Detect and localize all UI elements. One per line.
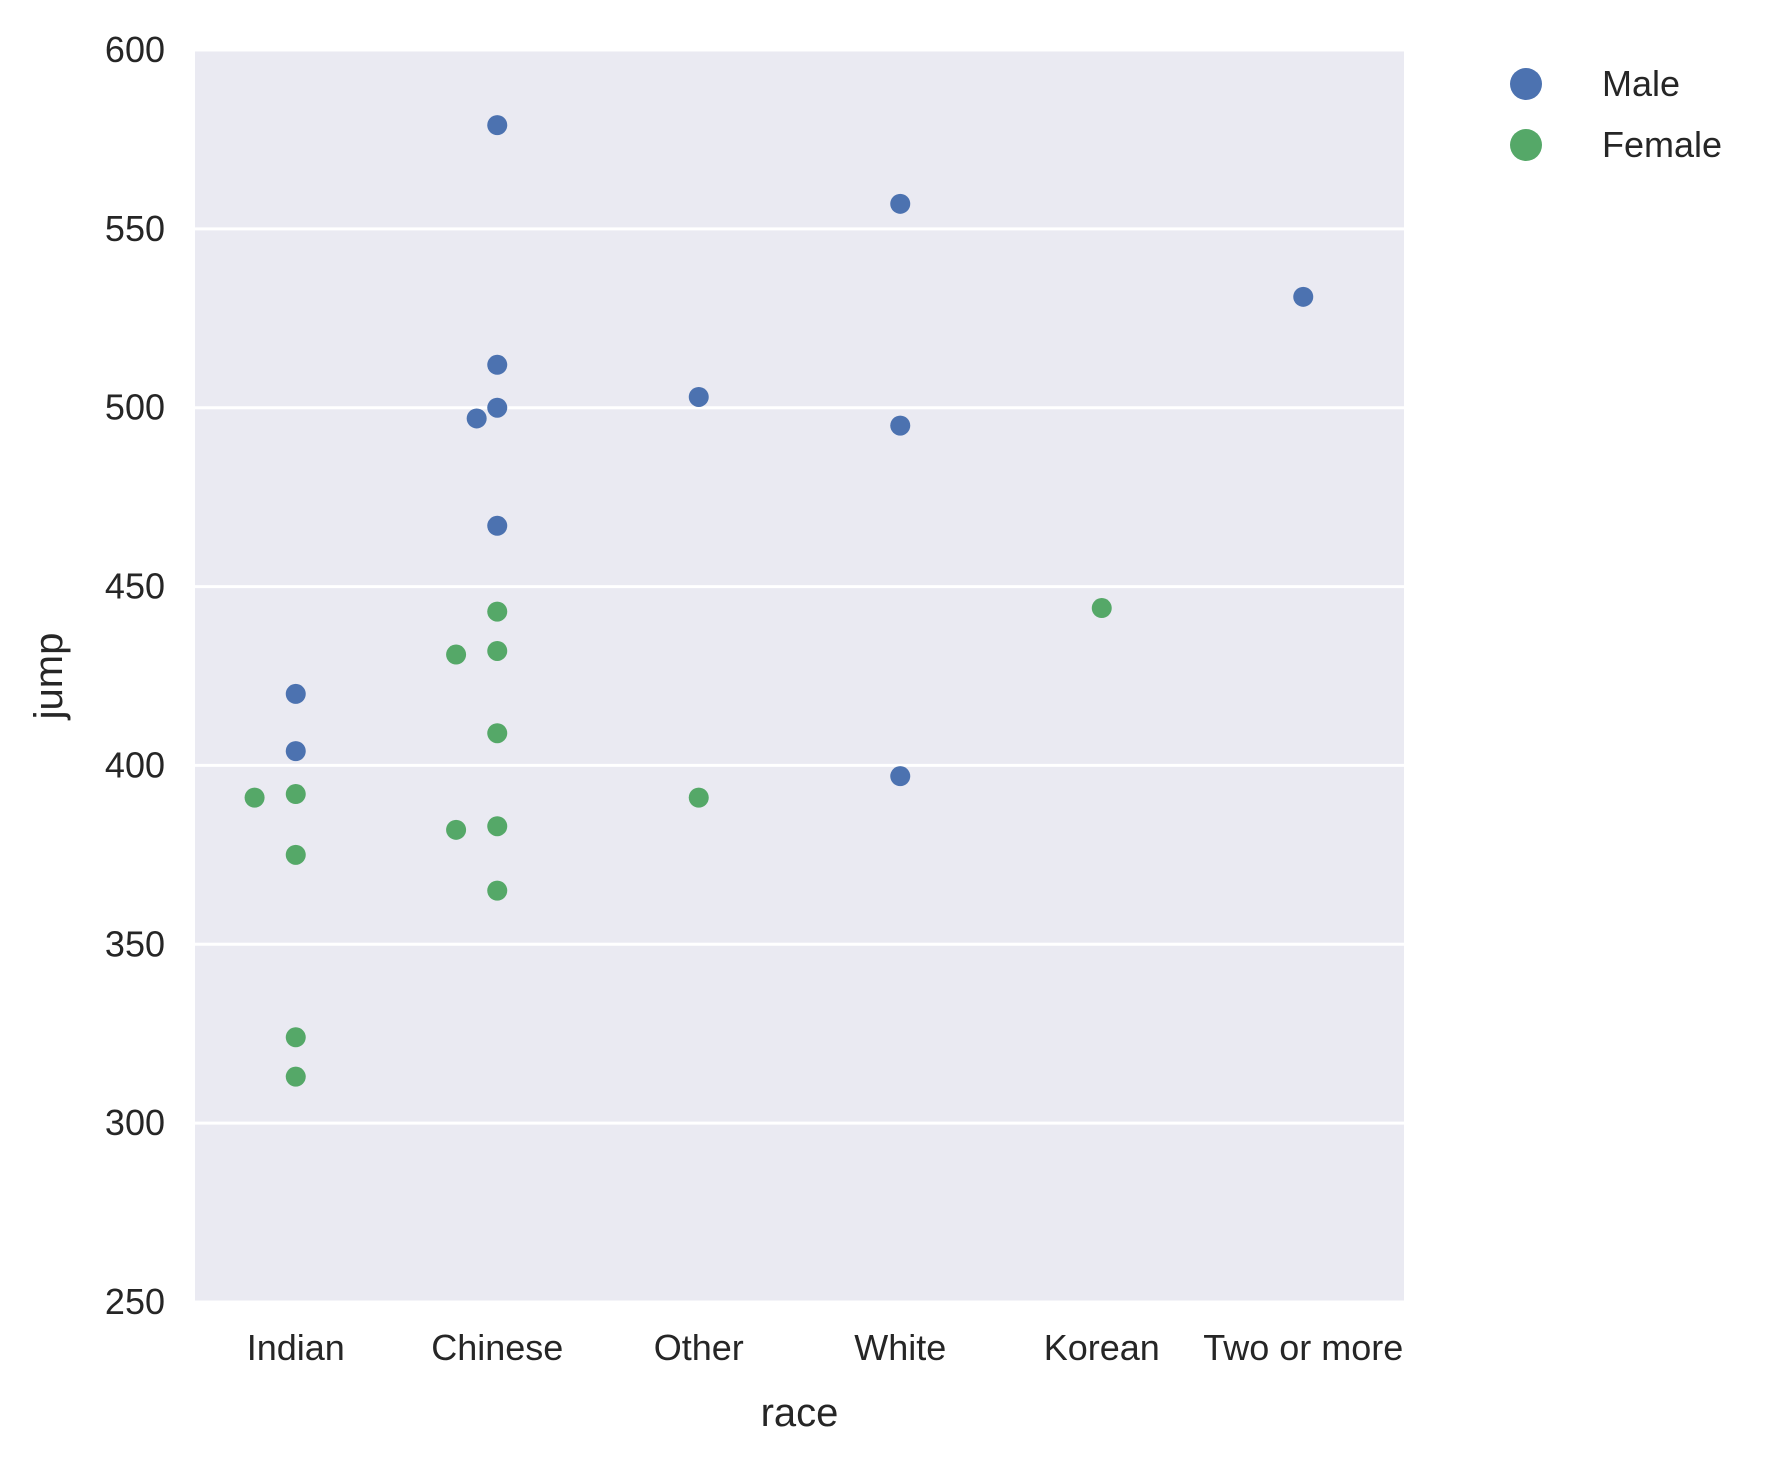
point-male-chinese-579 [487,115,508,136]
y-tick-label-300: 300 [105,1102,165,1143]
y-tick-label-450: 450 [105,566,165,607]
point-male-other-503 [688,386,709,407]
point-male-white-397 [890,766,911,787]
point-male-indian-404 [285,741,306,762]
y-tick-label-400: 400 [105,744,165,785]
y-tick-label-550: 550 [105,208,165,249]
x-axis-ticks: Indian Chinese Other White Korean Two or more [247,1327,1404,1368]
legend: Male Female [1510,63,1722,165]
y-tick-label-250: 250 [105,1281,165,1322]
point-female-korean-444 [1091,598,1112,619]
point-female-indian-375 [285,844,306,865]
y-tick-label-500: 500 [105,387,165,428]
point-female-indian-313 [285,1066,306,1087]
point-female-chinese-409 [487,723,508,744]
x-tick-label-other: Other [654,1327,744,1368]
data-points [244,115,1314,1087]
point-female-indian-392 [285,784,306,805]
y-tick-label-350: 350 [105,923,165,964]
legend-label-female: Female [1602,124,1722,165]
legend-marker-male [1510,68,1542,100]
x-tick-label-korean: Korean [1044,1327,1160,1368]
legend-marker-female [1510,129,1542,161]
x-tick-label-indian: Indian [247,1327,345,1368]
point-male-chinese-497 [466,408,487,429]
grid-lines [195,48,1404,1304]
y-axis-ticks: 250 300 350 400 450 500 550 600 [105,29,165,1322]
point-male-indian-420 [285,683,306,704]
point-male-chinese-500 [487,397,508,418]
point-female-chinese-382 [446,819,467,840]
point-male-white-557 [890,193,911,214]
x-tick-label-chinese: Chinese [431,1327,563,1368]
point-female-indian-391 [244,787,265,808]
point-male-chinese-512 [487,354,508,375]
point-female-chinese-365 [487,880,508,901]
point-female-chinese-431 [446,644,467,665]
legend-label-male: Male [1602,63,1680,104]
point-male-chinese-467 [487,515,508,536]
x-tick-label-two-or-more: Two or more [1203,1327,1403,1368]
y-axis-label: jump [27,633,71,721]
point-male-white-495 [890,415,911,436]
point-female-other-391 [688,787,709,808]
point-female-chinese-443 [487,601,508,622]
x-axis-label: race [761,1391,839,1435]
point-female-chinese-432 [487,640,508,661]
plot-background [195,50,1404,1302]
point-female-indian-324 [285,1027,306,1048]
point-male-two-or-more-531 [1293,286,1314,307]
x-tick-label-white: White [854,1327,946,1368]
point-female-chinese-383 [487,816,508,837]
y-tick-label-600: 600 [105,29,165,70]
